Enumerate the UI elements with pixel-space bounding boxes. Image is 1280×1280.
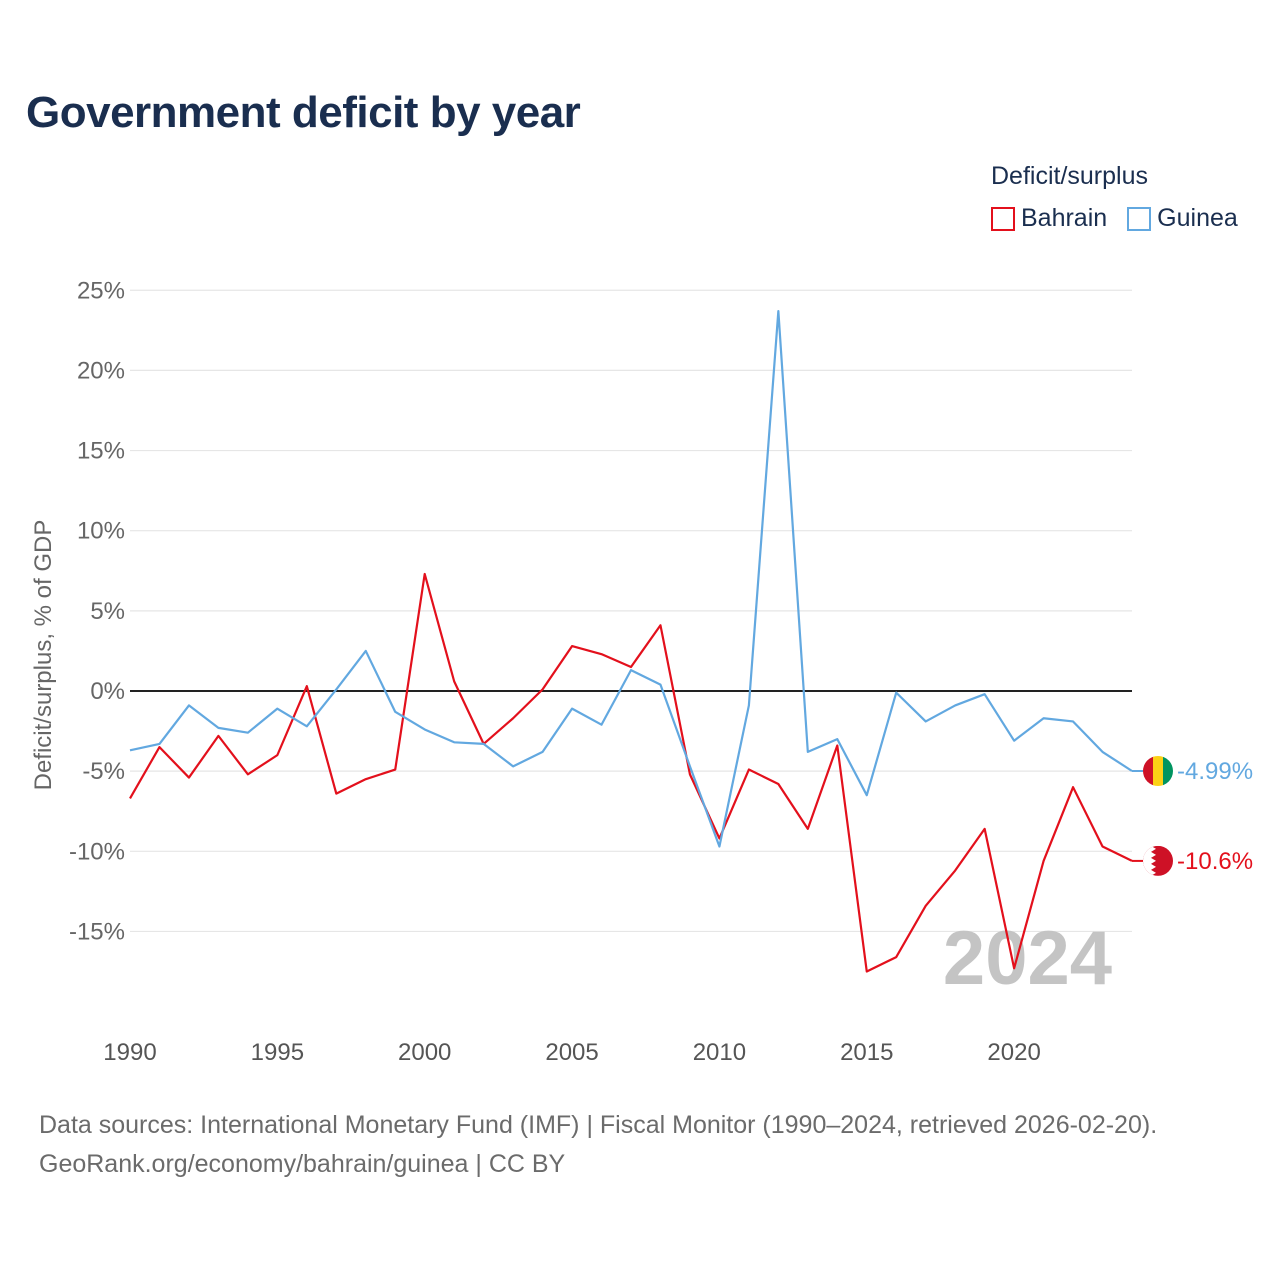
x-tick-label: 2020 — [987, 1039, 1040, 1066]
bahrain-flag-icon — [1143, 845, 1173, 876]
series-line-guinea — [129, 309, 1133, 848]
y-tick-label: 5% — [90, 598, 125, 625]
legend-item-bahrain[interactable]: Bahrain — [991, 204, 1107, 233]
legend-swatch-bahrain — [991, 206, 1015, 231]
end-label-bahrain: -10.6% — [1177, 848, 1253, 875]
guinea-flag-icon — [1143, 755, 1173, 786]
legend-item-guinea[interactable]: Guinea — [1127, 204, 1238, 233]
legend-title: Deficit/surplus — [991, 162, 1148, 190]
gridlines — [130, 289, 1132, 933]
y-tick-label: 10% — [77, 518, 125, 545]
y-tick-label: 15% — [77, 438, 125, 465]
legend-label-guinea: Guinea — [1157, 204, 1238, 232]
source-note: Data sources: International Monetary Fun… — [39, 1106, 1157, 1184]
legend-label-bahrain: Bahrain — [1021, 204, 1108, 232]
source-line-2: GeoRank.org/economy/bahrain/guinea | CC … — [39, 1150, 566, 1178]
x-tick-label: 2010 — [693, 1039, 746, 1066]
end-markers: -10.6% -4.99% — [1132, 755, 1253, 876]
y-tick-label: -10% — [69, 838, 125, 865]
y-axis-ticks: 25% 20% 15% 10% 5% 0% -5% -10% -15% — [69, 277, 125, 945]
legend: Bahrain Guinea — [991, 204, 1258, 233]
series-lines — [129, 309, 1133, 973]
series-line-bahrain — [129, 572, 1133, 973]
y-tick-label: -15% — [69, 918, 125, 945]
x-tick-label: 2000 — [398, 1039, 451, 1066]
x-tick-label: 2005 — [545, 1039, 598, 1066]
x-tick-label: 2015 — [840, 1039, 893, 1066]
chart-title: Government deficit by year — [26, 88, 581, 137]
source-line-1: Data sources: International Monetary Fun… — [39, 1111, 1158, 1139]
y-tick-label: 25% — [77, 277, 125, 304]
y-tick-label: -5% — [82, 758, 125, 785]
year-watermark: 2024 — [943, 916, 1112, 1001]
end-label-guinea: -4.99% — [1177, 758, 1253, 785]
legend-swatch-guinea — [1127, 206, 1152, 231]
x-axis-ticks: 1990 1995 2000 2005 2010 2015 2020 — [103, 1039, 1041, 1066]
y-axis-label: Deficit/surplus, % of GDP — [30, 520, 57, 791]
x-tick-label: 1990 — [103, 1039, 156, 1066]
y-tick-label: 0% — [90, 678, 125, 705]
y-tick-label: 20% — [77, 357, 125, 384]
x-tick-label: 1995 — [251, 1039, 304, 1066]
